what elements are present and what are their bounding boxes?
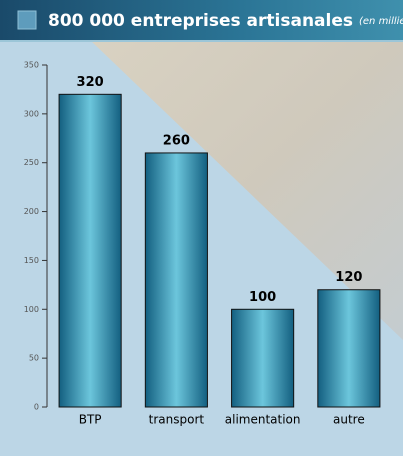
- data-label: 120: [335, 270, 362, 285]
- data-label: 320: [77, 75, 104, 90]
- x-tick-label: alimentation: [225, 413, 301, 427]
- x-tick-label: transport: [149, 413, 205, 427]
- chart-title: 800 000 entreprises artisanales (en milli…: [48, 11, 403, 31]
- y-tick-label: 300: [24, 109, 39, 118]
- header: [0, 0, 403, 42]
- bar: [58, 93, 122, 408]
- y-tick-label: 250: [24, 158, 39, 167]
- subtitle: (en milliers): [359, 16, 403, 27]
- y-tick-label: 150: [24, 256, 39, 265]
- y-tick-label: 50: [29, 354, 39, 363]
- title: 800 000 entreprises artisanales: [48, 11, 353, 31]
- x-tick-label: BTP: [79, 413, 102, 427]
- header-rule: [0, 40, 403, 42]
- y-tick-label: 200: [24, 207, 39, 216]
- bar: [317, 289, 381, 408]
- data-label: 100: [249, 290, 276, 305]
- header-icon: [17, 10, 37, 30]
- y-tick-label: 0: [34, 403, 39, 412]
- x-tick-label: autre: [333, 413, 365, 427]
- photo-overlay: [90, 40, 403, 340]
- y-tick-label: 100: [24, 305, 39, 314]
- y-tick-label: 350: [24, 61, 39, 70]
- bar: [144, 152, 208, 408]
- bar: [231, 308, 295, 408]
- data-label: 260: [163, 133, 190, 148]
